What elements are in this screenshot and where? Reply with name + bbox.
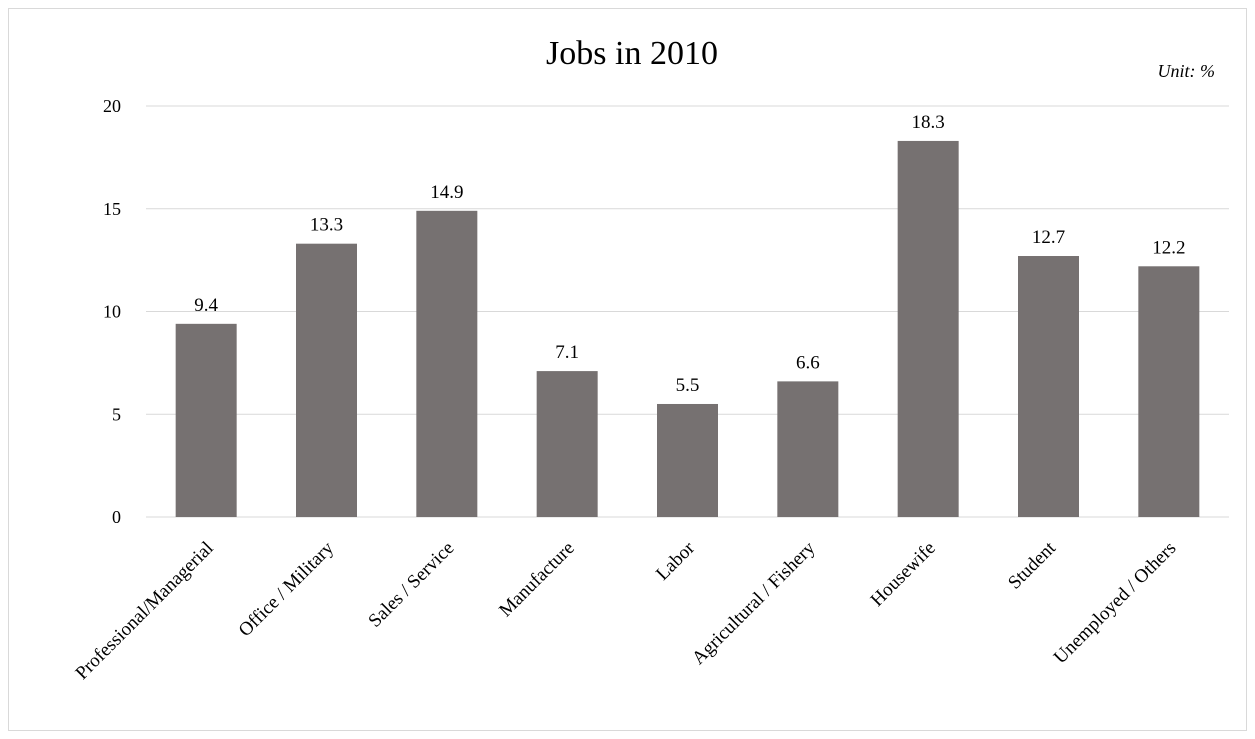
x-axis-categories: Professional/Managerial Office / Military…	[72, 537, 1181, 684]
bar	[175, 323, 237, 517]
data-label: 12.2	[1152, 237, 1185, 258]
bar	[1138, 266, 1200, 517]
category-label: Manufacture	[495, 538, 578, 621]
bar	[1018, 256, 1079, 517]
data-labels: 9.4 13.3 14.9 7.1 5.5 6.6 18.3 12.7 12.2	[194, 112, 1185, 396]
category-label: Office / Military	[235, 537, 339, 641]
y-tick-label: 0	[112, 507, 121, 527]
category-label: Student	[1004, 537, 1060, 593]
category-label: Agricultural / Fishery	[688, 537, 820, 669]
data-label: 6.6	[796, 352, 820, 373]
category-label: Unemployed / Others	[1050, 538, 1181, 669]
category-label: Professional/Managerial	[72, 538, 218, 684]
bar	[897, 140, 959, 517]
bars	[175, 140, 1200, 517]
chart-frame: Jobs in 2010 Unit: % 0 5 10 15 20 9.4 13.3 14.…	[8, 8, 1247, 731]
unit-label: Unit: %	[1158, 61, 1216, 81]
y-tick-label: 5	[112, 404, 121, 424]
bar	[657, 403, 718, 517]
bar	[536, 371, 598, 517]
data-label: 7.1	[555, 342, 579, 363]
y-axis-ticks: 0 5 10 15 20	[103, 96, 121, 527]
bar-chart: Jobs in 2010 Unit: % 0 5 10 15 20 9.4 13.3 14.…	[72, 35, 1229, 684]
data-label: 9.4	[194, 295, 218, 316]
data-label: 13.3	[310, 215, 343, 236]
y-tick-label: 20	[103, 96, 121, 116]
data-label: 18.3	[912, 112, 945, 133]
data-label: 12.7	[1032, 227, 1065, 248]
chart-title: Jobs in 2010	[546, 35, 718, 72]
bar	[777, 381, 839, 517]
category-label: Sales / Service	[364, 538, 458, 632]
y-tick-label: 15	[103, 199, 121, 219]
category-label: Housewife	[867, 538, 940, 611]
data-label: 14.9	[430, 182, 463, 203]
bar	[296, 243, 357, 517]
data-label: 5.5	[676, 375, 700, 396]
y-tick-label: 10	[103, 302, 121, 322]
category-label: Labor	[652, 537, 699, 584]
bar	[416, 210, 478, 517]
